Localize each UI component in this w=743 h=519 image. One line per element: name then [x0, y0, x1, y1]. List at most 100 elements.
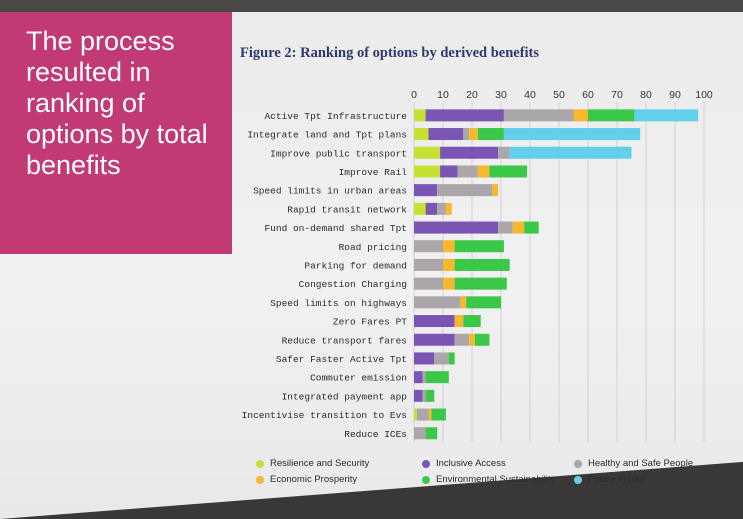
legend-label: Future Impact — [588, 474, 647, 485]
bar-9-environmental-sustainability — [454, 277, 507, 290]
bar-17-environmental-sustainability — [425, 427, 438, 440]
headline-panel — [0, 12, 232, 254]
category-label-13: Safer Faster Active Tpt — [276, 354, 407, 365]
bar-1-inclusive-access — [428, 128, 464, 141]
bar-12-environmental-sustainability — [474, 333, 490, 346]
bar-6-economic-prosperity — [512, 221, 525, 234]
category-label-9: Congestion Charging — [299, 279, 407, 290]
category-label-11: Zero Fares PT — [333, 317, 407, 328]
bar-7-healthy-and-safe-people — [414, 240, 443, 253]
bar-15-healthy-and-safe-people — [422, 389, 426, 402]
bar-2-inclusive-access — [440, 146, 499, 159]
bar-15-environmental-sustainability — [425, 389, 435, 402]
legend-swatch — [256, 475, 264, 484]
bar-17-healthy-and-safe-people — [414, 427, 426, 440]
x-tick-label-40: 40 — [524, 89, 536, 101]
bar-13-inclusive-access — [414, 352, 435, 365]
bar-3-economic-prosperity — [477, 165, 490, 178]
bar-0-economic-prosperity — [573, 109, 588, 122]
bar-16-economic-prosperity — [428, 408, 432, 421]
bar-13-healthy-and-safe-people — [434, 352, 449, 365]
category-label-16: Incentivise transition to Evs — [242, 410, 407, 421]
top-bezel — [0, 0, 743, 12]
bar-2-resilience-and-security — [414, 146, 441, 159]
bar-1-resilience-and-security — [414, 128, 429, 141]
category-label-14: Commuter emission — [310, 373, 407, 384]
bar-12-economic-prosperity — [469, 333, 475, 346]
bar-2-healthy-and-safe-people — [498, 146, 510, 159]
bar-6-inclusive-access — [414, 221, 499, 234]
legend-item-resilience-and-security: Resilience and Security — [256, 458, 369, 469]
bar-16-healthy-and-safe-people — [416, 408, 429, 421]
x-tick-label-0: 0 — [411, 89, 417, 101]
chart-title: Figure 2: Ranking of options by derived … — [240, 45, 540, 61]
category-label-0: Active Tpt Infrastructure — [264, 111, 407, 122]
x-tick-label-70: 70 — [611, 89, 623, 101]
category-label-12: Reduce transport fares — [282, 335, 407, 346]
bar-13-environmental-sustainability — [448, 352, 455, 365]
legend-label: Environmental Sustainability — [436, 474, 556, 485]
bar-14-environmental-sustainability — [425, 371, 449, 384]
bar-5-resilience-and-security — [414, 202, 426, 215]
bar-11-inclusive-access — [414, 315, 455, 328]
bar-6-environmental-sustainability — [524, 221, 539, 234]
bar-9-economic-prosperity — [443, 277, 455, 290]
bar-2-future-impact — [509, 146, 632, 159]
category-label-8: Parking for demand — [304, 260, 407, 271]
bar-0-resilience-and-security — [414, 109, 426, 122]
legend-swatch — [574, 475, 582, 484]
bar-5-economic-prosperity — [445, 202, 452, 215]
bar-8-healthy-and-safe-people — [414, 258, 443, 271]
category-label-10: Speed limits on highways — [270, 298, 407, 309]
category-label-5: Rapid transit network — [287, 204, 407, 215]
legend-item-inclusive-access: Inclusive Access — [422, 458, 506, 469]
bar-1-economic-prosperity — [469, 128, 478, 141]
bar-7-environmental-sustainability — [454, 240, 504, 253]
legend-swatch — [422, 475, 430, 484]
x-tick-label-20: 20 — [466, 89, 478, 101]
legend-swatch — [256, 459, 264, 468]
x-tick-label-60: 60 — [582, 89, 594, 101]
bar-15-inclusive-access — [414, 389, 423, 402]
bar-10-environmental-sustainability — [466, 296, 501, 309]
bar-16-resilience-and-security — [414, 408, 417, 421]
legend-item-healthy-and-safe-people: Healthy and Safe People — [574, 458, 693, 469]
category-label-1: Integrate land and Tpt plans — [247, 130, 407, 141]
bar-1-future-impact — [503, 128, 641, 141]
category-label-3: Improve Rail — [339, 167, 408, 178]
slide-headline: The process resulted in ranking of optio… — [26, 26, 208, 180]
legend-label: Economic Prosperity — [270, 474, 358, 485]
bar-5-healthy-and-safe-people — [437, 202, 446, 215]
x-tick-label-80: 80 — [640, 89, 652, 101]
bar-11-economic-prosperity — [454, 315, 464, 328]
category-label-6: Fund on-demand shared Tpt — [264, 223, 407, 234]
bar-3-inclusive-access — [440, 165, 458, 178]
bar-7-economic-prosperity — [443, 240, 455, 253]
bar-4-economic-prosperity — [492, 184, 499, 197]
bar-6-healthy-and-safe-people — [498, 221, 513, 234]
bar-0-environmental-sustainability — [588, 109, 635, 122]
x-tick-label-10: 10 — [437, 89, 449, 101]
legend-item-environmental-sustainability: Environmental Sustainability — [422, 474, 555, 485]
legend-swatch — [422, 459, 430, 468]
bar-4-healthy-and-safe-people — [437, 184, 493, 197]
legend-swatch — [574, 459, 582, 468]
category-label-7: Road pricing — [339, 242, 407, 253]
bar-4-inclusive-access — [414, 184, 438, 197]
bar-1-environmental-sustainability — [477, 128, 504, 141]
bar-3-healthy-and-safe-people — [457, 165, 478, 178]
bar-11-environmental-sustainability — [463, 315, 481, 328]
bar-14-healthy-and-safe-people — [422, 371, 426, 384]
bar-0-inclusive-access — [425, 109, 504, 122]
bar-12-healthy-and-safe-people — [454, 333, 470, 346]
x-tick-label-30: 30 — [495, 89, 507, 101]
bar-0-healthy-and-safe-people — [503, 109, 574, 122]
bar-10-economic-prosperity — [460, 296, 467, 309]
x-tick-label-90: 90 — [669, 89, 681, 101]
bar-12-inclusive-access — [414, 333, 455, 346]
bar-9-healthy-and-safe-people — [414, 277, 443, 290]
bar-16-environmental-sustainability — [431, 408, 446, 421]
bar-8-economic-prosperity — [443, 258, 455, 271]
category-label-2: Improve public transport — [270, 148, 407, 159]
